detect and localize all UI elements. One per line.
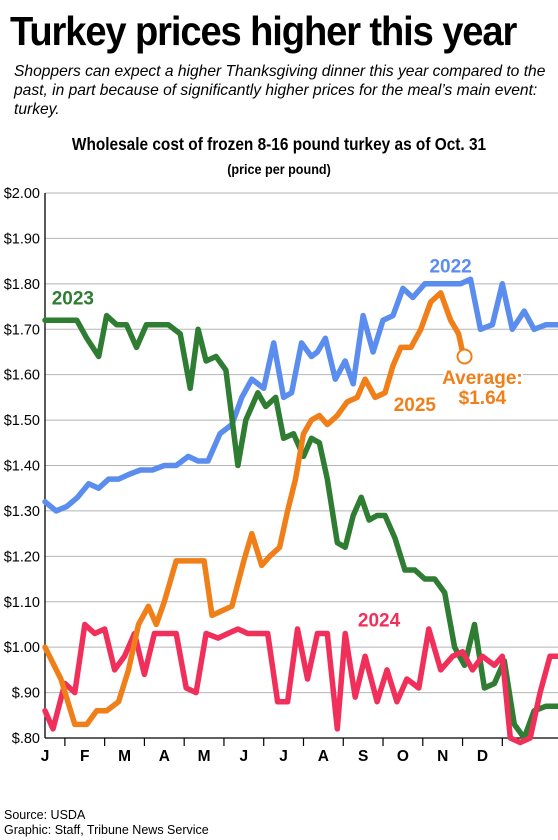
x-tick-label: M [198,748,211,765]
chart-subtitle: (price per pound) [227,161,331,177]
y-tick-label: $2.00 [4,186,40,202]
y-tick-label: $1.10 [4,595,40,611]
x-tick-label: S [358,748,368,765]
line-chart: $.80 $.90 $1.00 $1.10 $1.20 $1.30 $1.40 $1.50 $1… [4,186,558,765]
y-tick-label: $1.50 [4,413,40,429]
series-label-2023: 2023 [52,288,94,309]
y-tick-label: $1.40 [4,459,40,475]
source-credit: Source: USDA [4,808,86,822]
x-tick-label: F [80,748,89,765]
x-tick-label: A [318,748,329,765]
chart-title: Wholesale cost of frozen 8-16 pound turk… [71,134,487,154]
page-dek: Shoppers can expect a higher Thanksgivin… [14,63,546,118]
series-label-2025: 2025 [394,395,437,416]
average-annotation: $1.64 [459,388,507,409]
x-tick-label: A [159,748,170,765]
y-tick-label: $1.90 [4,231,40,247]
y-tick-label: $.90 [12,686,40,702]
x-tick-label: J [41,748,50,765]
graphic-credit: Graphic: Staff, Tribune News Service [4,823,209,837]
y-tick-label: $1.00 [4,640,40,656]
credits: Source: USDA Graphic: Staff, Tribune New… [4,808,209,838]
x-tick-label: J [240,748,249,765]
y-tick-label: $1.30 [4,504,40,520]
y-tick-label: $1.60 [4,368,40,384]
x-tick-label: N [437,748,448,765]
y-tick-label: $1.80 [4,277,40,293]
average-annotation: Average: [442,368,523,389]
y-tick-label: $1.70 [4,322,40,338]
series-label-2022: 2022 [429,256,471,277]
series-line-2025 [42,290,468,728]
x-tick-label: J [279,748,288,765]
x-tick-label: O [397,748,409,765]
y-tick-label: $.80 [12,731,40,747]
average-marker [456,348,473,365]
y-tick-label: $1.20 [4,549,40,565]
page-title: Turkey prices higher this year [10,8,517,54]
series-line-2022 [42,276,558,514]
series-label-2024: 2024 [358,611,401,632]
x-tick-label: M [118,748,131,765]
series-line-2024 [42,621,558,746]
x-tick-label: D [477,748,488,765]
